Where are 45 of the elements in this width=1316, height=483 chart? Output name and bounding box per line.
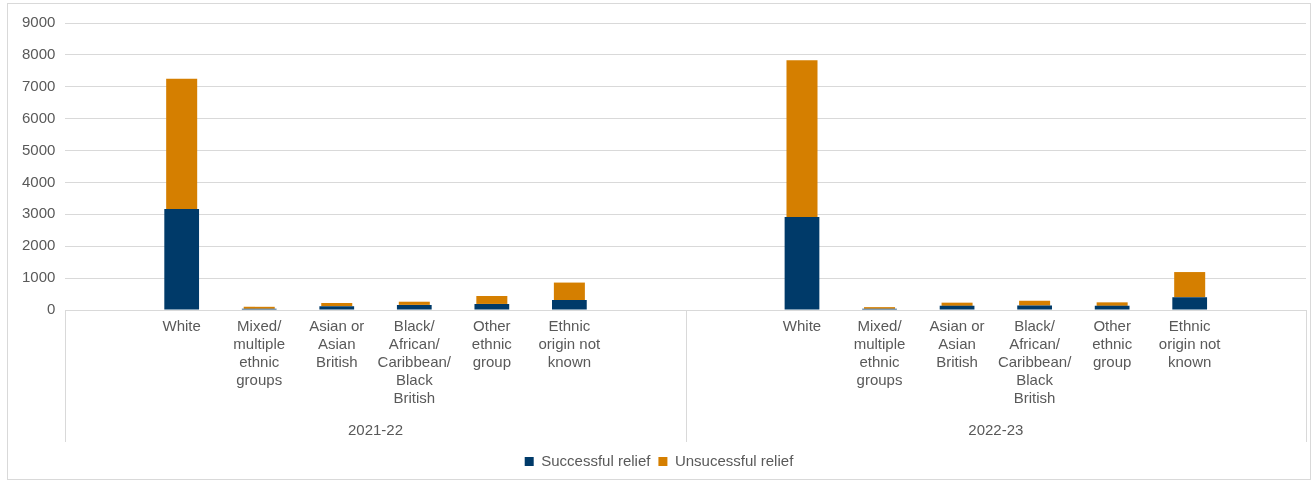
bar: [1096, 302, 1128, 306]
x-tick-label: Black/African/Caribbean/Black British: [377, 317, 452, 407]
y-tick-label: 1000: [21, 268, 56, 286]
bar: [476, 295, 508, 304]
bar: [1094, 305, 1130, 310]
y-tick-label: 8000: [21, 45, 56, 63]
bar: [553, 282, 585, 301]
bar: [784, 216, 820, 310]
y-tick-label: 3000: [21, 204, 56, 222]
bar: [1174, 272, 1206, 298]
bar: [941, 302, 973, 306]
bar: [939, 305, 975, 310]
bar: [1017, 305, 1052, 310]
x-tick-label: Asian or Asian British: [309, 317, 365, 371]
x-tick-label: White: [782, 317, 822, 335]
y-tick-label: 9000: [21, 13, 56, 31]
bar: [166, 78, 198, 209]
y-tick-label: 0: [47, 300, 56, 318]
bar: [321, 302, 353, 307]
x-tick-label: Mixed/multiple ethnic groups: [233, 317, 286, 389]
bar: [164, 208, 200, 310]
bar: [552, 300, 587, 310]
bar: [786, 60, 818, 217]
x-tick-label: Ethnic origin not known: [538, 317, 602, 371]
bar: [1019, 300, 1051, 306]
bar: [396, 304, 432, 310]
x-tick-label: Other ethnic group: [1092, 317, 1133, 371]
legend-label: Successful relief: [541, 451, 652, 469]
x-tick-label: White: [162, 317, 201, 335]
y-tick-label: 7000: [21, 76, 56, 94]
x-tick-label: Other ethnic group: [471, 317, 513, 371]
x-tick-label: Mixed/multiple ethnic groups: [853, 317, 906, 389]
x-tick-label: Asian or Asian British: [929, 317, 985, 371]
y-tick-label: 4000: [21, 172, 56, 190]
y-tick-label: 2000: [21, 236, 56, 254]
text: 2021-22: [348, 421, 404, 439]
y-tick-label: 5000: [21, 140, 56, 158]
bar: [1172, 297, 1208, 310]
legend-label: Unsucessful relief: [674, 451, 795, 469]
bar: [398, 301, 430, 305]
x-tick-label: Black/African/Caribbean/Black British: [997, 317, 1073, 407]
bar: [474, 303, 510, 310]
text: 2022-23: [968, 421, 1024, 439]
x-tick-label: Ethnic origin not known: [1158, 317, 1222, 371]
y-tick-label: 6000: [21, 108, 56, 126]
